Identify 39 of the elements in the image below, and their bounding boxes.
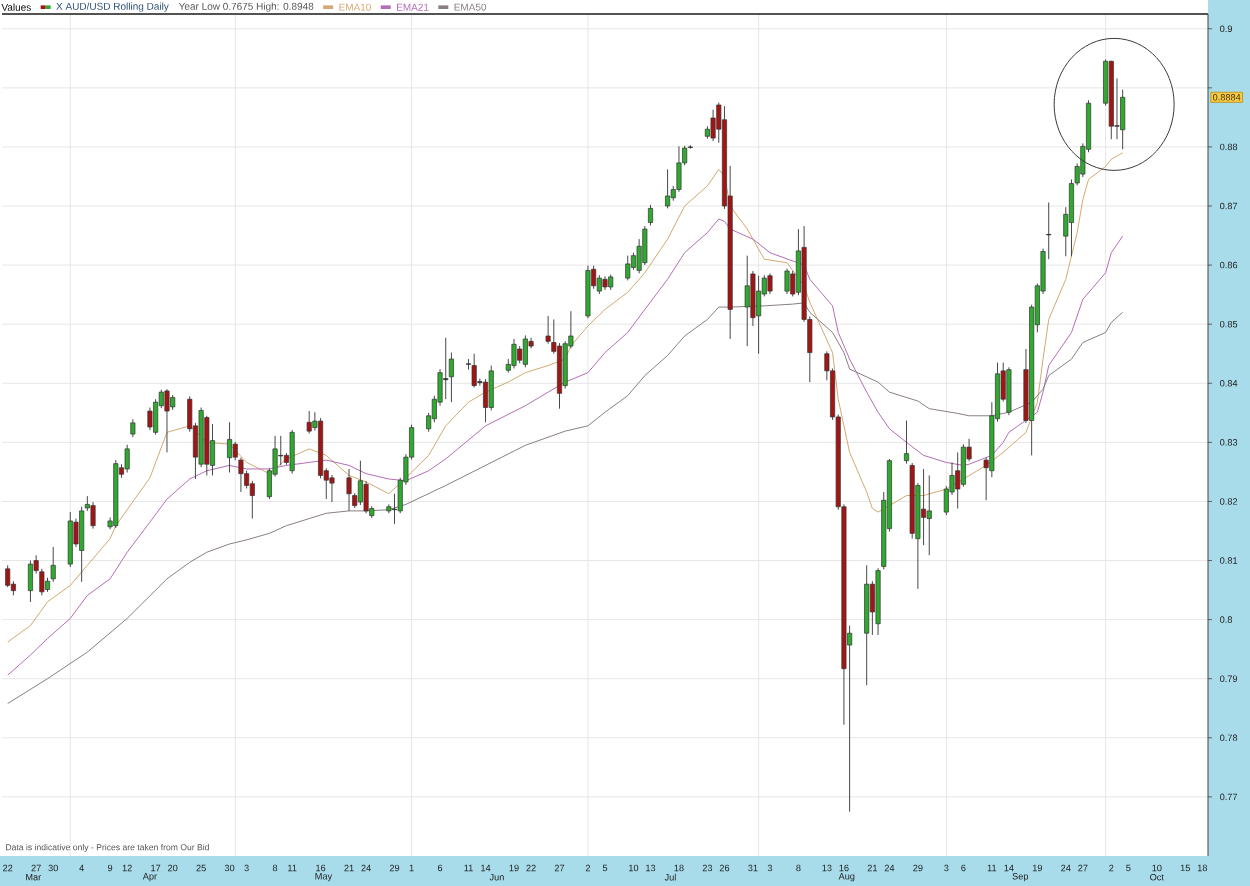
candlestick (756, 275, 762, 355)
candlestick (5, 564, 11, 588)
candlestick (676, 145, 682, 193)
line-series (7, 152, 1124, 643)
candlestick (329, 474, 335, 503)
candlestick (744, 255, 750, 347)
candlestick (289, 429, 295, 475)
candlestick (585, 265, 591, 319)
candlestick (665, 168, 671, 209)
line-series (7, 218, 1124, 676)
candlestick (1006, 366, 1012, 416)
candlestick (648, 204, 654, 226)
candlestick (209, 423, 215, 476)
candlestick (471, 353, 477, 388)
candlestick (27, 560, 33, 603)
candlestick (710, 109, 716, 142)
candlestick (443, 337, 449, 400)
candlestick (147, 407, 153, 431)
candlestick (483, 378, 489, 423)
candlestick (204, 415, 210, 476)
candlestick (511, 338, 517, 369)
candlestick (625, 255, 631, 281)
candlestick (153, 398, 159, 436)
candlestick (306, 410, 312, 434)
candlestick (357, 460, 363, 506)
candlestick (227, 421, 233, 473)
candlestick (642, 225, 648, 266)
candlestick (67, 511, 73, 568)
candlestick (346, 468, 352, 512)
candlestick (784, 268, 790, 295)
candlestick (164, 388, 170, 453)
candlestick (926, 475, 932, 556)
candlestick (124, 444, 130, 473)
candlestick (767, 272, 773, 295)
candlestick (596, 274, 602, 295)
candlestick (90, 501, 96, 530)
candlestick (955, 451, 961, 509)
candlestick (522, 334, 528, 368)
candlestick (903, 420, 910, 465)
